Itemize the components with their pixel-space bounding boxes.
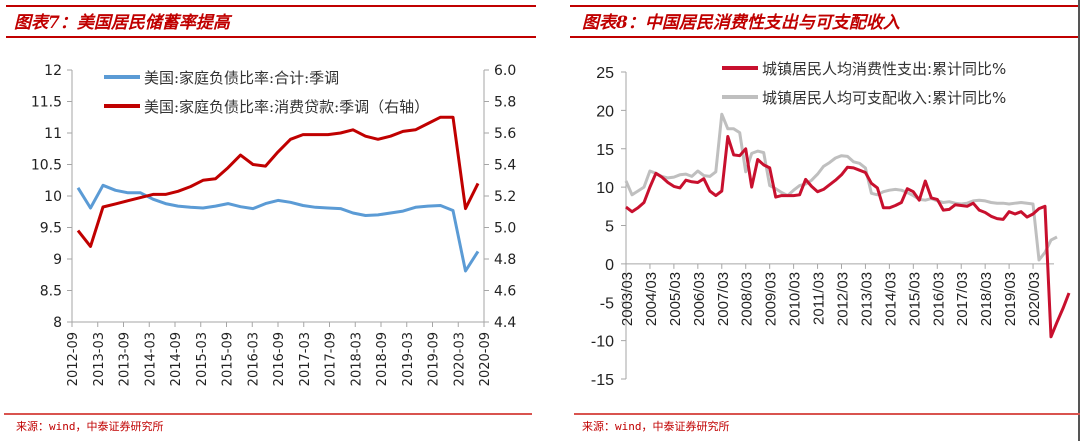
left-y-tick-label: 12 — [44, 63, 62, 79]
right-y-tick-label: 4.4 — [494, 315, 516, 331]
panel1-source-rule — [4, 413, 532, 415]
y-tick-label: -5 — [600, 295, 614, 312]
legend-label: 美国:家庭负债比率:消费贷款:季调（右轴） — [144, 98, 429, 116]
panel2-source: 来源：wind，中泰证券研究所 — [582, 420, 730, 433]
x-tick-label: 2020-09 — [478, 332, 493, 386]
left-y-tick-label: 8.5 — [40, 284, 62, 300]
right-y-tick-label: 5.0 — [494, 221, 516, 237]
x-tick-label: 2019-09 — [427, 332, 442, 386]
left-y-tick-label: 9 — [53, 252, 62, 268]
x-tick-label: 2013-09 — [118, 332, 133, 386]
panel1-title-rule — [6, 36, 536, 38]
x-tick-label: 2016-03 — [246, 332, 261, 386]
x-tick-label: 2012-09 — [66, 332, 81, 386]
y-tick-label: 5 — [605, 219, 614, 236]
left-y-tick-label: 11.5 — [31, 95, 62, 111]
panel2-title: 图表8：中国居民消费性支出与可支配收入 — [582, 13, 900, 33]
right-y-tick-label: 4.8 — [494, 252, 516, 268]
x-tick-label: 2017/03 — [954, 272, 971, 326]
x-tick-label: 2006/03 — [691, 272, 708, 326]
x-tick-label: 2013-03 — [92, 332, 107, 386]
left-y-tick-label: 10 — [44, 189, 62, 205]
y-tick-label: 0 — [605, 257, 614, 274]
panel2-top-rule — [570, 5, 1080, 7]
left-y-tick-label: 10.5 — [31, 158, 62, 174]
x-tick-label: 2016/03 — [930, 272, 947, 326]
x-tick-label: 2017-03 — [298, 332, 313, 386]
right-y-tick-label: 5.2 — [494, 189, 516, 205]
right-y-tick-label: 5.8 — [494, 95, 516, 111]
x-tick-label: 2019-03 — [401, 332, 416, 386]
x-tick-label: 2017-09 — [324, 332, 339, 386]
x-tick-label: 2018-03 — [349, 332, 364, 386]
panel2-title-rule — [570, 36, 1080, 38]
chart-us-debt-ratio: 8 8.5 9 9.5 10 10.5 11 11.5 12 4.4 4.6 4.8 5.0 5.2 5.4… — [31, 63, 517, 386]
x-tick-label: 2012/03 — [834, 272, 851, 326]
x-tick-label: 2016-09 — [272, 332, 287, 386]
left-y-tick-label: 9.5 — [40, 221, 62, 237]
y-tick-label: 10 — [596, 180, 614, 197]
x-tick-label: 2020/03 — [1026, 272, 1043, 326]
y-tick-label: 20 — [596, 103, 614, 120]
legend-label: 城镇居民人均可支配收入:累计同比% — [762, 89, 1006, 107]
x-tick-label: 2014/03 — [882, 272, 899, 326]
left-y-tick-label: 8 — [53, 315, 62, 331]
panel1-source: 来源：wind，中泰证券研究所 — [16, 420, 164, 433]
right-edge — [1078, 0, 1080, 441]
x-tick-label: 2013/03 — [858, 272, 875, 326]
y-tick-label: 25 — [596, 65, 614, 82]
panel2-source-rule — [574, 413, 1080, 415]
x-tick-label: 2007/03 — [715, 272, 732, 326]
legend-label: 美国:家庭负债比率:合计:季调 — [144, 69, 339, 87]
y-tick-label: 15 — [596, 142, 614, 159]
right-y-tick-label: 4.6 — [494, 284, 516, 300]
x-tick-label: 2010/03 — [787, 272, 804, 326]
x-tick-label: 2014-03 — [143, 332, 158, 386]
right-y-tick-label: 6.0 — [494, 63, 516, 79]
right-y-tick-label: 5.6 — [494, 126, 516, 142]
x-tick-label: 2015/03 — [906, 272, 923, 326]
x-tick-label: 2009/03 — [763, 272, 780, 326]
panel1-title: 图表7：美国居民储蓄率提高 — [14, 13, 230, 33]
x-tick-label: 2011/03 — [811, 272, 828, 325]
series-line-income — [624, 112, 1058, 262]
x-tick-label: 2015-09 — [221, 332, 236, 386]
x-tick-label: 2004/03 — [643, 272, 660, 326]
x-tick-label: 2020-03 — [452, 332, 467, 386]
y-tick-label: -15 — [591, 372, 614, 389]
left-y-tick-label: 11 — [44, 126, 62, 142]
panel1-top-rule — [6, 5, 536, 7]
x-tick-label: 2014-09 — [169, 332, 184, 386]
right-y-tick-label: 5.4 — [494, 158, 516, 174]
legend-label: 城镇居民人均消费性支出:累计同比% — [762, 60, 1006, 78]
x-tick-label: 2003/03 — [619, 272, 636, 326]
x-tick-label: 2008/03 — [739, 272, 756, 326]
x-tick-label: 2019/03 — [1002, 272, 1019, 326]
x-tick-label: 2018/03 — [978, 272, 995, 326]
x-tick-label: 2005/03 — [667, 272, 684, 326]
x-tick-label: 2015-03 — [195, 332, 210, 386]
y-tick-label: -10 — [591, 334, 614, 351]
x-tick-label: 2018-09 — [375, 332, 390, 386]
